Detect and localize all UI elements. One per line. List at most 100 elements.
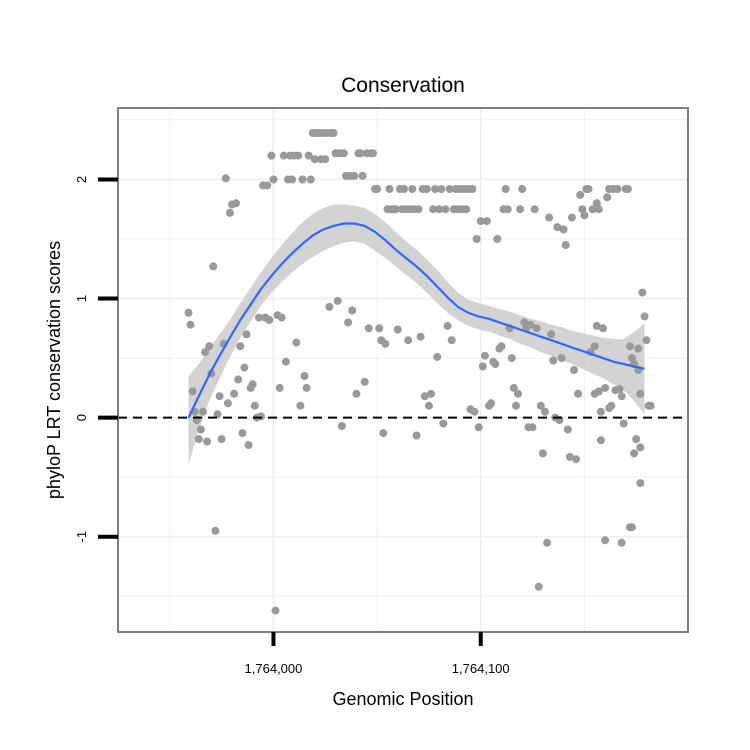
- data-point: [472, 235, 481, 243]
- data-point: [232, 199, 241, 208]
- data-point: [538, 449, 547, 458]
- data-point: [211, 526, 220, 535]
- points-layer: [184, 129, 655, 615]
- data-point: [352, 389, 361, 398]
- data-point: [514, 389, 522, 398]
- data-point: [630, 449, 639, 458]
- data-point: [532, 324, 541, 333]
- data-point: [596, 436, 605, 445]
- data-point: [594, 387, 603, 396]
- data-point: [242, 330, 251, 339]
- data-point: [435, 205, 444, 214]
- data-point: [507, 354, 516, 363]
- data-point: [385, 185, 394, 193]
- data-point: [414, 205, 423, 214]
- data-point: [580, 211, 589, 220]
- data-point: [491, 360, 500, 368]
- data-point: [205, 342, 214, 351]
- data-point: [236, 342, 245, 351]
- data-point: [482, 217, 491, 226]
- data-point: [576, 190, 585, 199]
- data-point: [445, 185, 454, 193]
- data-point: [329, 129, 338, 137]
- data-point: [574, 389, 583, 398]
- chart-title: Conservation: [341, 74, 465, 97]
- data-point: [306, 175, 315, 184]
- data-point: [549, 356, 558, 365]
- data-point: [296, 401, 305, 410]
- data-point: [594, 205, 603, 214]
- data-point: [279, 151, 288, 160]
- data-point: [244, 441, 253, 449]
- data-point: [188, 387, 197, 396]
- data-point: [302, 383, 311, 392]
- data-point: [534, 582, 543, 591]
- data-point: [626, 342, 634, 351]
- data-point: [350, 171, 359, 180]
- data-point: [518, 185, 527, 193]
- data-point: [281, 357, 290, 366]
- data-point: [373, 185, 382, 193]
- data-point: [213, 410, 222, 419]
- data-point: [617, 392, 626, 401]
- data-point: [184, 308, 193, 317]
- data-point: [420, 392, 429, 401]
- data-point: [447, 336, 456, 345]
- data-point: [431, 185, 440, 193]
- data-point: [563, 425, 572, 434]
- data-point: [572, 455, 581, 464]
- data-point: [412, 431, 421, 440]
- data-point: [408, 185, 417, 193]
- smooth-line-layer: [187, 222, 645, 419]
- y-axis-title: phyloP LRT conservation scores: [44, 241, 64, 499]
- data-point: [422, 185, 431, 193]
- x-axis-title: Genomic Position: [332, 689, 473, 709]
- data-point: [638, 288, 647, 297]
- data-point: [339, 149, 348, 158]
- data-point: [400, 185, 408, 193]
- data-point: [275, 383, 284, 392]
- y-tick-label: -1: [74, 531, 89, 543]
- data-point: [358, 171, 367, 180]
- data-point: [234, 375, 243, 384]
- data-point: [547, 330, 556, 339]
- data-point: [427, 389, 435, 398]
- data-point: [437, 185, 446, 193]
- data-point: [356, 149, 365, 158]
- data-point: [441, 205, 450, 214]
- y-tick-label: 0: [74, 414, 89, 421]
- data-point: [217, 435, 226, 444]
- data-point: [215, 392, 224, 401]
- data-point: [375, 324, 384, 333]
- data-point: [225, 208, 234, 217]
- data-point: [433, 352, 442, 361]
- data-point: [642, 336, 651, 345]
- data-point: [263, 181, 272, 190]
- data-point: [592, 321, 601, 330]
- data-point: [201, 348, 210, 357]
- data-point: [269, 175, 278, 184]
- y-tick-label: 2: [74, 176, 89, 183]
- data-point: [615, 385, 624, 394]
- data-point: [304, 151, 313, 160]
- data-point: [325, 302, 334, 311]
- data-point: [567, 213, 576, 222]
- data-point: [603, 193, 612, 202]
- data-point: [439, 419, 448, 428]
- data-point: [561, 241, 570, 249]
- data-point: [360, 377, 369, 386]
- data-point: [344, 318, 353, 327]
- data-point: [186, 320, 195, 329]
- data-point: [601, 536, 610, 545]
- data-point: [416, 332, 425, 341]
- y-tick-label: 1: [74, 295, 89, 302]
- data-point: [541, 407, 549, 416]
- data-point: [553, 223, 562, 232]
- data-point: [487, 399, 496, 408]
- data-point: [588, 205, 597, 214]
- data-point: [393, 325, 402, 334]
- data-point: [632, 435, 641, 444]
- data-point: [300, 372, 309, 380]
- data-point: [509, 383, 518, 392]
